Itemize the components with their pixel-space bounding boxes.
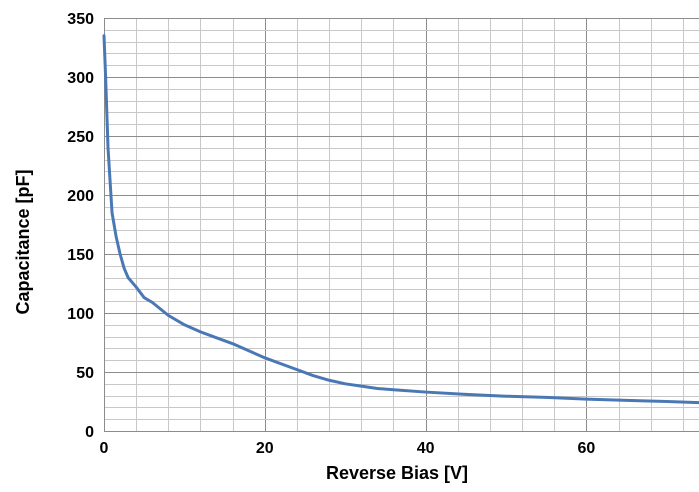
x-tick-label: 60 [578, 440, 596, 457]
y-tick-label: 100 [67, 306, 94, 323]
x-axis-title: Reverse Bias [V] [326, 463, 468, 483]
grid [104, 18, 699, 432]
x-tick-label: 20 [256, 440, 274, 457]
y-tick-label: 350 [67, 11, 94, 28]
tick-labels: 0 50 100 150 200 250 300 350 0 20 40 60 [67, 11, 595, 457]
y-tick-label: 0 [85, 424, 94, 441]
y-tick-label: 200 [67, 188, 94, 205]
y-tick-label: 300 [67, 70, 94, 87]
series-line-0 [102, 34, 699, 405]
y-axis-title: Capacitance [pF] [13, 169, 33, 314]
y-tick-label: 50 [76, 365, 94, 382]
series-layer [102, 34, 699, 405]
x-tick-label: 40 [417, 440, 435, 457]
y-tick-label: 150 [67, 247, 94, 264]
y-tick-label: 250 [67, 129, 94, 146]
x-tick-label: 0 [100, 440, 109, 457]
